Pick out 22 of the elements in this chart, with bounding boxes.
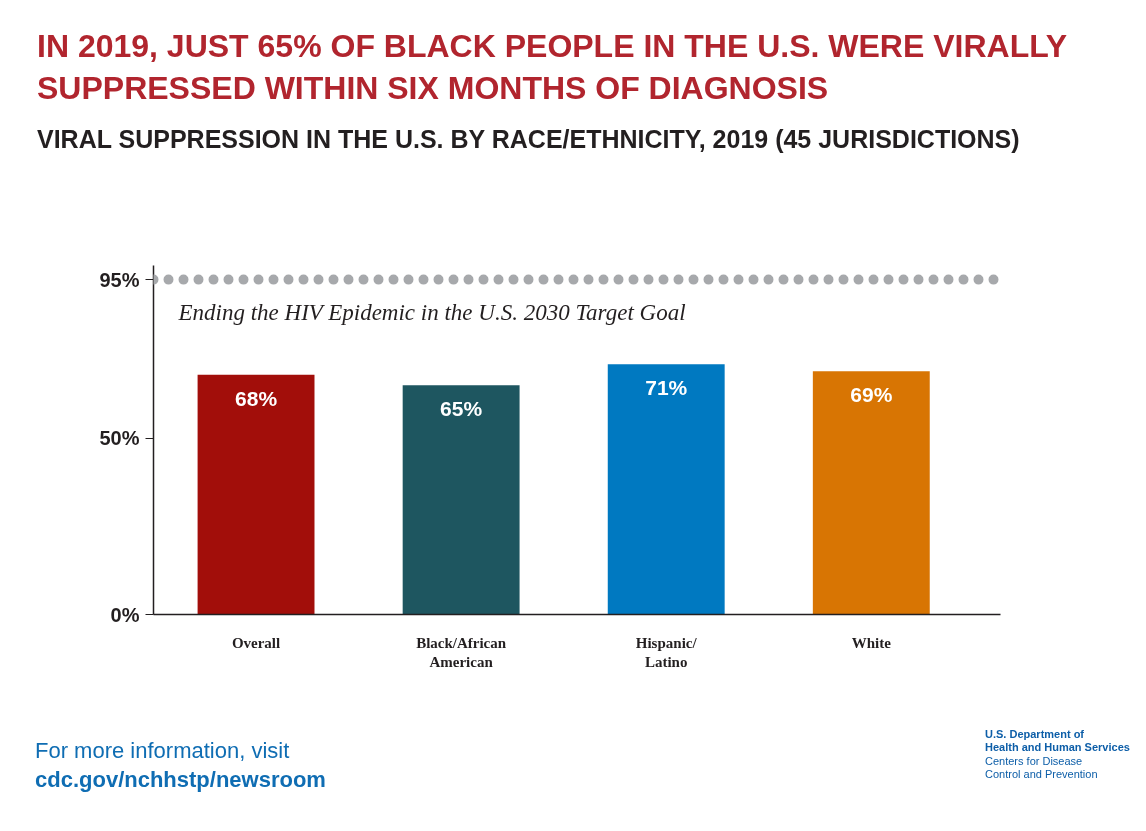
bar <box>812 371 930 615</box>
text: Centers for Disease Control and Prevention <box>985 755 1098 781</box>
chart-title: IN 2019, JUST 65% OF BLACK PEOPLE IN THE U.S. WERE VIRALLY SUPPRESSED WITHIN SIX MONTHS OF DIAGNOSIS <box>37 27 1068 108</box>
x-tick-label: Overall <box>231 634 281 651</box>
y-tick-label: 0% <box>110 603 140 626</box>
bar <box>197 374 315 615</box>
data-label: 65% <box>440 397 483 421</box>
bar <box>402 385 520 615</box>
y-tick-label: 95% <box>99 268 140 291</box>
chart-subtitle: VIRAL SUPPRESSION IN THE U.S. BY RACE/ETHNICITY, 2019 (45 JURISDICTIONS) <box>37 124 1020 154</box>
data-label: 69% <box>850 383 893 407</box>
data-label: 71% <box>645 376 688 400</box>
y-tick-label: 50% <box>99 427 140 450</box>
x-tick-label: Hispanic/ Latino <box>635 634 698 670</box>
data-label: 68% <box>235 386 278 410</box>
x-tick-label: Black/African American <box>416 634 507 670</box>
x-tick-label: White <box>851 634 892 651</box>
bar <box>607 364 725 615</box>
text: cdc.gov/nchhstp/newsroom <box>35 767 326 793</box>
text: U.S. Department of Health and Human Services <box>985 728 1130 754</box>
ref-line-label: Ending the HIV Epidemic in the U.S. 2030 Target Goal <box>177 300 686 326</box>
text: For more information, visit <box>35 738 290 764</box>
